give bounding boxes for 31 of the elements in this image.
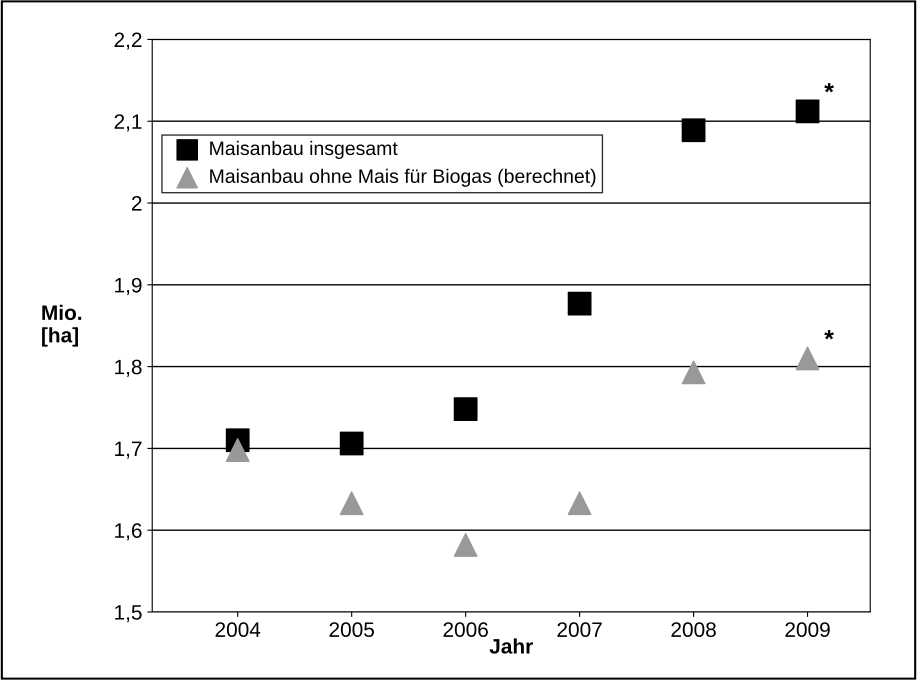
point <box>340 432 364 456</box>
y-tick-label: 1,7 <box>115 442 142 459</box>
point <box>454 533 478 557</box>
y-tick-label: 2 <box>132 196 142 211</box>
x-tick-label: 2005 <box>330 622 374 638</box>
x-tick-label: 2007 <box>557 622 602 638</box>
x-tick-label: 2006 <box>444 622 488 638</box>
point <box>454 397 478 422</box>
y-axis-title: Mio. [ha] <box>42 304 82 347</box>
legend-label: Maisanbau insgesamt <box>210 140 398 160</box>
x-tick-label: 2009 <box>785 622 830 638</box>
x-tick-label: 2004 <box>216 622 260 638</box>
legend-label: Maisanbau ohne Mais für Biogas (berechnet) <box>210 168 596 187</box>
y-tick-label: 1,9 <box>115 278 142 296</box>
x-tick-label: 2008 <box>671 622 716 638</box>
point <box>682 118 706 142</box>
point <box>568 491 592 516</box>
point <box>796 346 820 370</box>
y-tick-label: 1,8 <box>115 360 142 377</box>
y-tick-label: 1,6 <box>115 523 142 540</box>
y-tick-label: 1,5 <box>115 605 142 622</box>
annotation: * <box>824 330 834 340</box>
point <box>340 491 364 516</box>
point <box>568 292 592 316</box>
y-tick-label: 2,1 <box>114 114 142 132</box>
annotation: * <box>824 83 834 92</box>
x-axis-title: Jahr <box>490 638 533 654</box>
y-tick-label: 2,2 <box>114 32 142 50</box>
point <box>682 360 706 384</box>
point <box>796 100 820 124</box>
point <box>226 438 250 462</box>
